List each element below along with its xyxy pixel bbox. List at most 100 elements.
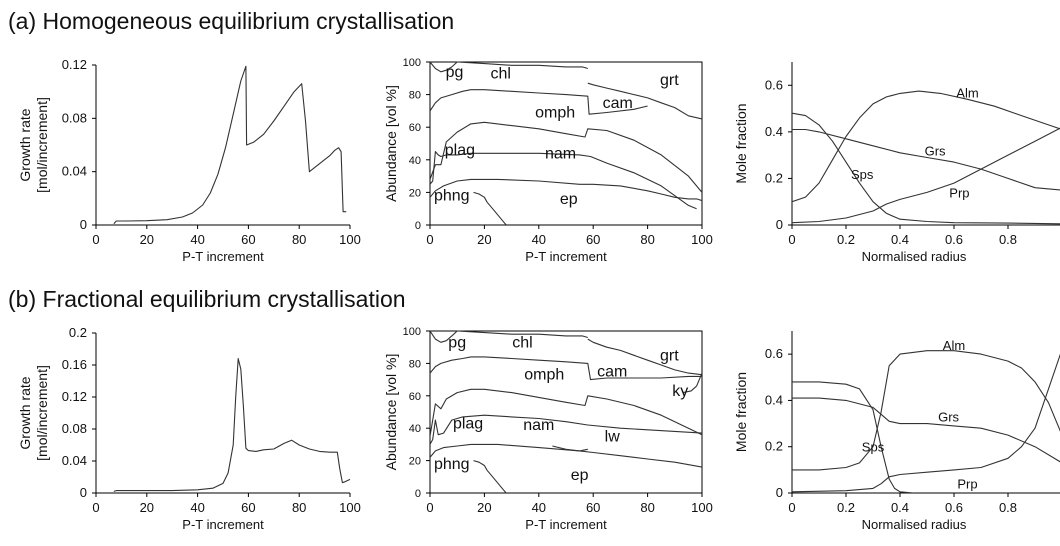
- x-tick-label: 100: [339, 500, 361, 515]
- y-tick-label: 0.12: [62, 57, 87, 72]
- phase-label-sps: Sps: [851, 167, 874, 182]
- phase-label-omph: omph: [535, 105, 575, 122]
- phase-label-grt: grt: [660, 72, 679, 89]
- y-tick-label: 0.2: [765, 439, 783, 454]
- phase-boundary: [473, 460, 488, 471]
- x-tick-label: 0: [92, 232, 99, 247]
- x-tick-label: 0: [788, 500, 795, 515]
- chart-b-mole: 0 0.2 0.4 0.6 0.8 0 0.2 0.4 0.6 Normalised radius…: [733, 331, 1060, 532]
- series-grs-line: [792, 397, 1060, 463]
- y-tick-label: 0.04: [62, 453, 87, 468]
- y-axis-label: Abundance [vol %]: [383, 354, 399, 471]
- phase-label-grs: Grs: [925, 143, 946, 158]
- y-tick-label: 60: [409, 122, 421, 134]
- phase-boundary: [430, 443, 702, 468]
- phase-label-chl: chl: [512, 334, 532, 351]
- y-tick-label: 40: [409, 155, 421, 167]
- x-tick-label: 0.8: [999, 500, 1017, 515]
- chart-a-growth: 0 20 40 60 80 100 0 0.04 0.08 0.12 P-T increment Gr…: [17, 57, 361, 264]
- phase-boundary: [430, 178, 702, 202]
- y-axis-label: Abundance [vol %]: [383, 85, 399, 202]
- chart-b-growth: 0 20 40 60 80 100 0 0.04 0.08 0.12 0.16 0.2 P-T incr…: [17, 325, 361, 532]
- y-tick-label: 0.6: [765, 77, 783, 92]
- series-grs-line: [792, 128, 1060, 191]
- phase-label-cam: cam: [597, 364, 627, 381]
- series-sps-line: [792, 381, 914, 493]
- phase-boundary: [473, 191, 488, 203]
- phase-label-ep: ep: [571, 467, 589, 484]
- phase-boundary: [486, 201, 507, 225]
- chart-b-abundance: 0 20 40 60 80 100 0 20 40 60 80 100 P-T increment Abu…: [383, 326, 713, 532]
- phase-boundary: [430, 356, 702, 381]
- plot-area: [113, 358, 351, 492]
- x-tick-label: 40: [532, 232, 546, 247]
- plot-area: [792, 90, 1060, 225]
- phase-boundary: [430, 151, 697, 210]
- series-prp-line: [792, 127, 1060, 224]
- y-axis-label: Mole fraction: [733, 372, 749, 452]
- x-tick-label: 80: [292, 500, 306, 515]
- plot-area: [113, 65, 347, 225]
- x-tick-label: 20: [477, 232, 491, 247]
- phase-label-cam: cam: [603, 95, 633, 112]
- x-tick-label: 0.2: [837, 500, 855, 515]
- y-tick-label: 0.12: [62, 389, 87, 404]
- x-tick-label: 0.8: [999, 232, 1017, 247]
- x-tick-label: 60: [586, 500, 600, 515]
- y-tick-label: 0.4: [765, 124, 783, 139]
- y-tick-label: 80: [409, 358, 421, 370]
- x-tick-label: 40: [190, 232, 204, 247]
- x-axis-label: P-T increment: [525, 517, 607, 532]
- y-tick-label: 20: [409, 456, 421, 468]
- x-axis-label: Normalised radius: [862, 517, 967, 532]
- phase-label-prp: Prp: [957, 477, 977, 492]
- phase-boundary: [682, 372, 702, 394]
- phase-label-pg: pg: [446, 64, 464, 81]
- phase-label-grs: Grs: [938, 410, 959, 425]
- x-tick-label: 0.2: [837, 232, 855, 247]
- y-tick-label: 80: [409, 90, 421, 102]
- y-tick-label: 40: [409, 423, 421, 435]
- phase-boundary: [486, 469, 507, 493]
- phase-label-plag: plag: [453, 415, 483, 432]
- x-tick-label: 100: [691, 232, 713, 247]
- x-tick-label: 40: [532, 500, 546, 515]
- plot-frame: [429, 61, 703, 226]
- phase-label-lw: lw: [605, 428, 621, 445]
- y-axis-label: Mole fraction: [733, 103, 749, 183]
- phase-boundary: [457, 330, 588, 339]
- series-line: [113, 65, 347, 225]
- x-tick-label: 0.6: [945, 232, 963, 247]
- y-tick-label: 0: [776, 485, 783, 500]
- y-tick-label: 100: [403, 57, 421, 69]
- y-tick-label: 0.08: [62, 421, 87, 436]
- plot-area: [792, 350, 1060, 493]
- phase-label-omph: omph: [524, 367, 564, 384]
- phase-label-nam: nam: [523, 417, 554, 434]
- y-tick-label: 0.6: [765, 346, 783, 361]
- series-alm-line: [792, 350, 1060, 471]
- phase-label-prp: Prp: [949, 185, 969, 200]
- phase-boundary: [552, 445, 588, 452]
- y-tick-label: 0.2: [765, 170, 783, 185]
- row-a-label: (a): [8, 8, 37, 34]
- y-tick-label: 0: [415, 220, 421, 232]
- y-tick-label: 0: [80, 485, 87, 500]
- x-tick-label: 0: [788, 232, 795, 247]
- x-axis-label: P-T increment: [182, 249, 264, 264]
- x-tick-label: 0: [426, 232, 433, 247]
- phase-label-ep: ep: [560, 191, 578, 208]
- plot-area: [430, 61, 702, 225]
- chart-a-abundance: 0 20 40 60 80 100 0 20 40 60 80 100 P-T increment Abu…: [383, 57, 713, 264]
- y-tick-label: 0.16: [62, 357, 87, 372]
- phase-boundary: [587, 82, 702, 120]
- phase-boundary: [430, 388, 702, 437]
- x-tick-label: 60: [241, 232, 255, 247]
- y-tick-label: 0: [80, 217, 87, 232]
- x-tick-label: 0: [92, 500, 99, 515]
- x-tick-label: 0.4: [891, 500, 909, 515]
- phase-boundary: [430, 61, 458, 73]
- series-line: [113, 358, 351, 492]
- series-prp-line: [792, 353, 1060, 493]
